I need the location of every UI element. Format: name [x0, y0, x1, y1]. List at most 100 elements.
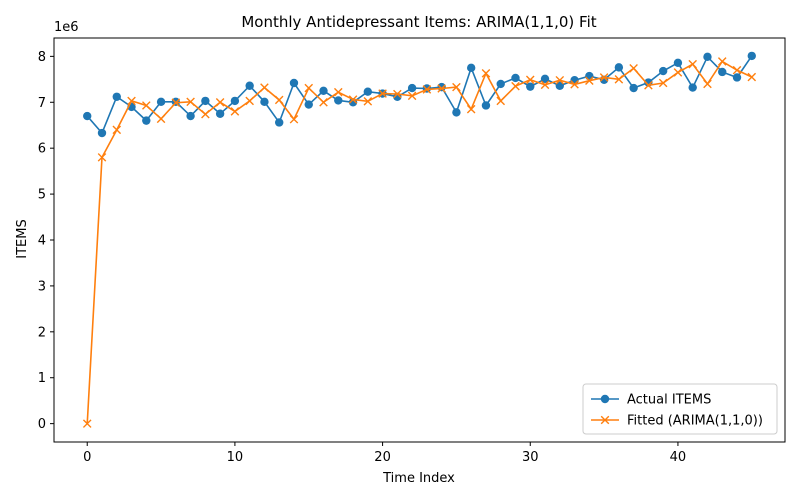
data-point: [245, 96, 254, 106]
data-point: [496, 79, 505, 89]
data-point: [481, 69, 491, 78]
legend-marker: [600, 415, 610, 425]
data-point: [747, 72, 757, 82]
data-point: [644, 80, 653, 90]
data-point: [673, 68, 683, 77]
data-point: [97, 153, 107, 162]
data-point: [112, 125, 122, 135]
y-tick-label: 3: [38, 279, 46, 294]
data-point: [97, 128, 107, 138]
data-point: [230, 96, 240, 106]
data-point: [407, 91, 417, 101]
data-point: [466, 63, 476, 73]
y-tick-label: 2: [38, 325, 46, 340]
data-point: [540, 74, 550, 84]
data-point: [703, 79, 712, 89]
data-point: [378, 89, 387, 98]
data-point: [585, 71, 594, 81]
data-point: [614, 63, 624, 72]
x-tick-label: 0: [83, 450, 91, 465]
data-point: [525, 75, 535, 85]
data-point: [319, 97, 328, 107]
data-point: [747, 51, 756, 61]
data-point: [156, 114, 166, 124]
x-axis-label: Time Index: [382, 471, 455, 486]
data-point: [260, 97, 269, 107]
data-point: [142, 101, 151, 110]
data-point: [511, 73, 520, 83]
data-point: [348, 95, 358, 104]
y-tick-label: 4: [38, 234, 46, 249]
series-line-2: [86, 60, 753, 424]
data-point: [437, 84, 446, 93]
data-point: [112, 92, 121, 101]
data-point: [540, 80, 550, 90]
legend-label: Actual ITEMS: [627, 393, 711, 408]
data-point: [614, 75, 624, 84]
data-point: [304, 100, 313, 109]
data-point: [171, 98, 181, 108]
data-point: [83, 111, 92, 121]
data-point: [585, 76, 594, 85]
data-point: [688, 83, 697, 92]
y-axis-label: ITEMS: [15, 219, 30, 258]
y-tick-label: 7: [38, 96, 46, 111]
data-point: [82, 419, 92, 428]
data-point: [629, 64, 638, 73]
data-point: [673, 58, 683, 67]
data-point: [703, 52, 712, 62]
y-tick-label: 5: [38, 188, 46, 203]
data-point: [334, 96, 343, 105]
data-point: [230, 107, 240, 116]
data-point: [363, 97, 373, 106]
data-point: [732, 65, 742, 75]
x-tick-label: 10: [227, 450, 244, 465]
data-point: [142, 116, 151, 125]
y-tick-label: 8: [38, 50, 46, 65]
data-point: [511, 81, 520, 91]
data-point: [245, 81, 254, 90]
data-point: [717, 57, 727, 66]
chart-title: Monthly Antidepressant Items: ARIMA(1,1,…: [241, 13, 596, 31]
x-tick-label: 30: [522, 450, 539, 465]
data-point: [466, 104, 476, 114]
y-tick-label: 1: [38, 371, 46, 386]
data-point: [407, 83, 417, 93]
data-point: [718, 67, 727, 77]
data-point: [274, 95, 284, 105]
data-point: [215, 109, 225, 118]
y-multiplier-label: 1e6: [54, 20, 79, 35]
data-point: [732, 73, 742, 82]
data-point: [481, 101, 491, 110]
data-point: [658, 66, 668, 76]
data-point: [186, 97, 195, 107]
legend: Actual ITEMS Fitted (ARIMA(1,1,0)): [582, 383, 778, 435]
y-tick-label: 0: [38, 417, 46, 432]
data-point: [275, 118, 284, 127]
legend-label: Fitted (ARIMA(1,1,0)): [627, 414, 763, 429]
data-point: [452, 82, 461, 92]
data-point: [201, 109, 210, 119]
y-tick-label: 6: [38, 142, 46, 157]
data-point: [688, 59, 697, 69]
data-point: [422, 85, 432, 94]
data-point: [629, 83, 638, 93]
data-point: [496, 96, 506, 106]
plot-area: 0 10 20 30 40 0 1 2 3 4 5 6 7 8: [38, 37, 786, 465]
data-point: [555, 75, 565, 85]
data-point: [437, 82, 446, 92]
data-point: [333, 87, 343, 97]
data-point: [363, 87, 373, 96]
data-point: [393, 89, 402, 99]
data-point: [555, 81, 564, 90]
data-point: [526, 82, 535, 91]
data-point: [452, 108, 461, 117]
data-point: [186, 111, 195, 121]
legend-box: [582, 383, 778, 435]
data-point: [156, 97, 166, 107]
data-point: [289, 78, 299, 88]
data-point: [304, 83, 314, 93]
data-point: [599, 73, 609, 82]
data-point: [289, 114, 299, 124]
x-tick-label: 40: [670, 450, 687, 465]
